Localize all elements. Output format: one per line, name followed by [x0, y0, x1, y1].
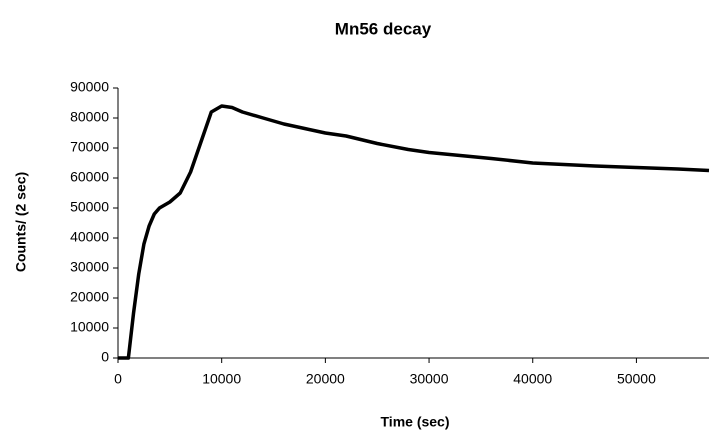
x-tick-label: 40000 — [513, 371, 552, 387]
x-tick-label: 50000 — [617, 371, 656, 387]
y-tick-label: 80000 — [70, 109, 109, 125]
x-tick-label: 20000 — [306, 371, 345, 387]
y-tick-label: 20000 — [70, 289, 109, 305]
data-line — [118, 104, 710, 360]
y-tick-label: 70000 — [70, 139, 109, 155]
y-tick-label: 50000 — [70, 199, 109, 215]
x-tick-label: 30000 — [410, 371, 449, 387]
y-tick-label: 0 — [101, 349, 109, 365]
x-axis-label: Time (sec) — [381, 414, 450, 430]
x-tick-label: 0 — [114, 371, 122, 387]
x-tick-label: 10000 — [202, 371, 241, 387]
chart-title: Mn56 decay — [335, 19, 432, 38]
y-tick-label: 10000 — [70, 319, 109, 335]
y-tick-label: 90000 — [70, 79, 109, 95]
y-tick-label: 60000 — [70, 169, 109, 185]
y-tick-label: 40000 — [70, 229, 109, 245]
y-tick-label: 30000 — [70, 259, 109, 275]
y-axis-label: Counts/ (2 sec) — [13, 172, 29, 272]
